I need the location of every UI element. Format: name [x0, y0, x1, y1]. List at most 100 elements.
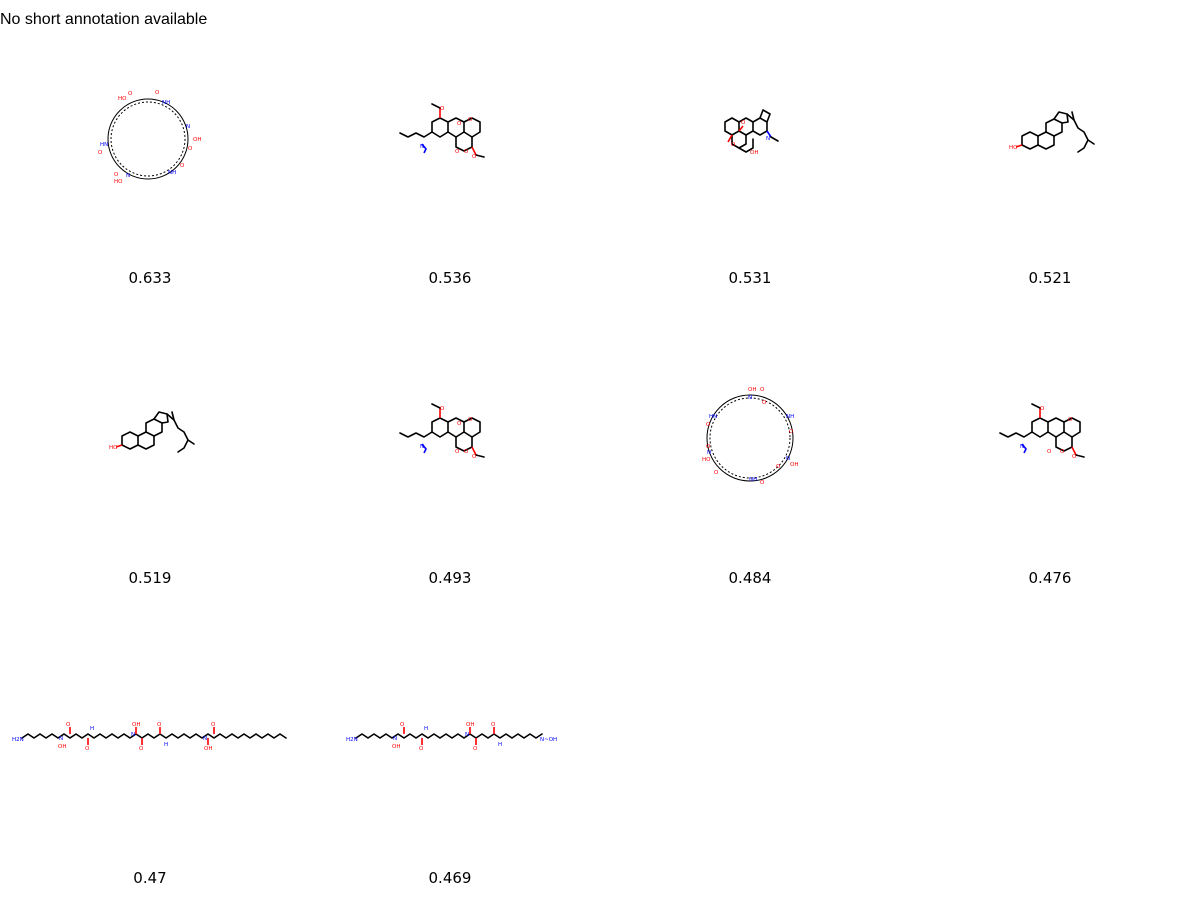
molecule-structure-macrocycle: HO O O NH N OH O O NH N HO O HN O [98, 90, 201, 185]
atom-label: OH [392, 744, 400, 750]
similarity-score: 0.493 [428, 569, 472, 587]
atom-label: O [714, 470, 719, 476]
atom-label: H2N [346, 737, 358, 743]
molecule-cell[interactable]: O O O O O N 0.476 [900, 300, 1200, 600]
atom-label: HO [109, 445, 118, 451]
molecule-structure-steroid: HO [1009, 111, 1095, 153]
atom-label: O [440, 106, 445, 112]
molecule-cell[interactable]: HO 0.521 [900, 0, 1200, 300]
similarity-score: 0.47 [133, 869, 167, 887]
atom-label: O [760, 480, 765, 486]
atom-label: O [706, 444, 711, 450]
atom-label: O [1060, 449, 1065, 455]
atom-label: HO [118, 96, 127, 102]
similarity-score: 0.531 [728, 269, 772, 287]
similarity-score: 0.521 [1028, 269, 1072, 287]
atom-label: O [155, 90, 160, 96]
atom-label: O [98, 150, 103, 156]
atom-label: O [762, 400, 767, 406]
atom-label: O [1068, 417, 1073, 423]
atom-label: N [186, 124, 190, 130]
molecule-cell[interactable]: O O OH N 0.531 [600, 0, 900, 300]
atom-label: O [741, 120, 746, 126]
atom-label: N [786, 456, 790, 462]
atom-label: OH [204, 746, 212, 752]
atom-label: O [455, 149, 460, 155]
atom-label: O [419, 746, 424, 752]
molecule-cell[interactable]: HO 0.519 [0, 300, 300, 600]
atom-label: O [468, 117, 473, 123]
atom-label: O [457, 121, 462, 127]
atom-label: O [706, 422, 711, 428]
atom-label: O [66, 722, 71, 728]
atom-label: H2N [12, 737, 24, 743]
atom-label: OH [748, 387, 756, 393]
molecule-structure-linear-chain: H2N O N OH O H OH N O O H N~OH [346, 722, 557, 752]
atom-label: N [126, 173, 130, 179]
molecule-cell[interactable]: H2N O N OH O H OH N O O H N~OH 0.469 [300, 600, 600, 900]
atom-label: HN [100, 142, 108, 148]
atom-label: O [457, 421, 462, 427]
molecule-structure-polycyclic-alkaloid: O O OH N [724, 109, 779, 156]
atom-label: N [420, 444, 424, 450]
molecule-structure-fused-lactone-amine: O O O O O N [999, 403, 1085, 460]
atom-label: N [1020, 444, 1024, 450]
atom-label: O [455, 449, 460, 455]
atom-label: O [760, 387, 765, 393]
atom-label: N [748, 395, 752, 401]
molecule-structure-linear-chain: H2N O N OH O H OH N O O H N OH O [12, 722, 287, 752]
atom-label: O [468, 417, 473, 423]
atom-label: O [1040, 406, 1045, 412]
atom-label: O [157, 722, 162, 728]
atom-label: NH [168, 170, 176, 176]
atom-label: N [707, 450, 711, 456]
molecule-cell[interactable]: O O O O O O N 0.536 [300, 0, 600, 300]
molecule-cell[interactable]: O O O O O O N 0.493 [300, 300, 600, 600]
molecule-structure-fused-lactone-amine: O O O O O O N [399, 103, 485, 160]
atom-label: HO [114, 179, 123, 185]
atom-label: OH [790, 462, 798, 468]
atom-label: O [472, 154, 477, 160]
atom-label: N [131, 732, 135, 738]
similarity-score: 0.476 [1028, 569, 1072, 587]
atom-label: N [420, 144, 424, 150]
similarity-score: 0.536 [428, 269, 472, 287]
annotation-text: No short annotation available [0, 11, 208, 28]
atom-label: OH [466, 722, 474, 728]
molecule-cell[interactable]: OH O N O NH O N OH O O NH O N HO O O HN … [600, 300, 900, 600]
atom-label: N~OH [540, 737, 557, 743]
atom-label: NH [786, 414, 794, 420]
atom-label: O [139, 746, 144, 752]
atom-label: HO [702, 457, 711, 463]
atom-label: O [440, 406, 445, 412]
atom-label: O [464, 449, 469, 455]
similarity-score: 0.469 [428, 869, 472, 887]
molecule-cell[interactable]: HO O O NH N OH O O NH N HO O HN O 0.633 [0, 0, 300, 300]
atom-label: N [393, 736, 397, 742]
atom-label: O [211, 722, 216, 728]
atom-label: HO [1009, 145, 1018, 151]
atom-label: N [766, 136, 770, 142]
atom-label: H [164, 742, 168, 748]
atom-label: O [731, 142, 736, 148]
atom-label: O [789, 429, 794, 435]
atom-label: O [776, 464, 781, 470]
atom-label: OH [58, 744, 66, 750]
atom-label: O [491, 722, 496, 728]
molecule-cell[interactable]: H2N O N OH O H OH N O O H N OH O 0.47 [0, 600, 300, 900]
atom-label: N [59, 736, 63, 742]
atom-label: H [90, 726, 94, 732]
similarity-score: 0.633 [128, 269, 172, 287]
atom-label: OH [750, 150, 758, 156]
atom-label: O [114, 172, 119, 178]
atom-label: O [128, 91, 133, 97]
atom-label: O [1072, 454, 1077, 460]
molecule-structure-steroid: HO [109, 411, 195, 453]
atom-label: OH [193, 137, 201, 143]
atom-label: H [498, 742, 502, 748]
atom-label: O [464, 149, 469, 155]
similarity-score: 0.484 [728, 569, 772, 587]
atom-label: O [400, 722, 405, 728]
atom-label: O [472, 454, 477, 460]
atom-label: N [203, 736, 207, 742]
